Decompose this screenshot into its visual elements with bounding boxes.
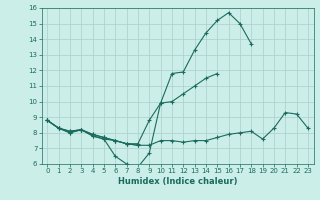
X-axis label: Humidex (Indice chaleur): Humidex (Indice chaleur) bbox=[118, 177, 237, 186]
